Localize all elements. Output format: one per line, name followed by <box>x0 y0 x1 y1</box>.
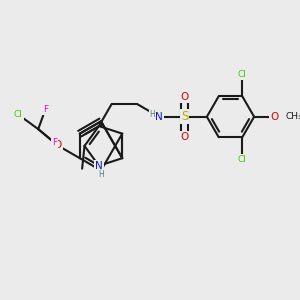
Text: O: O <box>270 112 278 122</box>
Text: Cl: Cl <box>238 70 247 79</box>
Text: N: N <box>155 112 163 122</box>
Text: F: F <box>52 138 57 147</box>
Text: O: O <box>54 140 62 151</box>
Text: CH₃: CH₃ <box>286 112 300 121</box>
Text: Cl: Cl <box>238 154 247 164</box>
Text: F: F <box>43 105 48 114</box>
Text: H: H <box>149 110 155 119</box>
Text: N: N <box>95 161 103 171</box>
Text: H: H <box>98 170 103 179</box>
Text: Cl: Cl <box>14 110 23 119</box>
Text: O: O <box>181 92 189 102</box>
Text: S: S <box>181 110 188 123</box>
Text: O: O <box>181 132 189 142</box>
